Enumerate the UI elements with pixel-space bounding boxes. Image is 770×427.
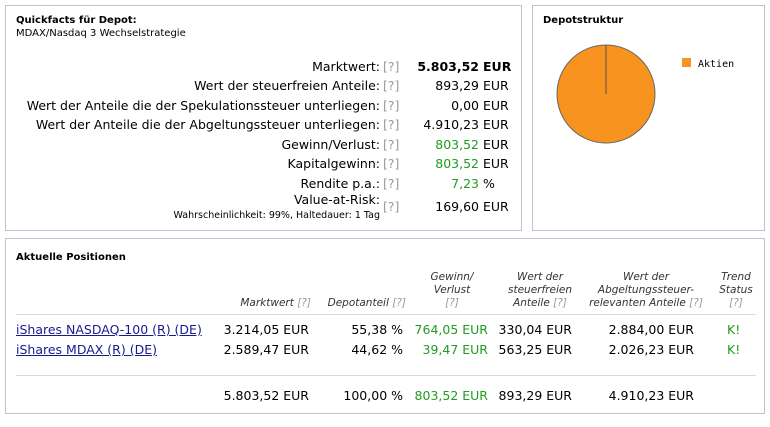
quickfact-row: Wert der Anteile die der Abgeltungssteue…: [6, 117, 523, 137]
positions-panel: Aktuelle Positionen Marktwert [?] Depota…: [5, 238, 765, 414]
portfolio-pie-chart: Aktien: [556, 44, 734, 144]
depotstruktur-panel: Depotstruktur Aktien: [532, 5, 765, 231]
quickfact-label: Value-at-Risk: Wahrscheinlichkeit: 99%, H…: [173, 192, 381, 222]
quickfact-sublabel: Wahrscheinlichkeit: 99%, Haltedauer: 1 T…: [173, 210, 381, 221]
row-abgeltung: 2.884,00 EUR: [608, 322, 694, 337]
legend-swatch-aktien: [682, 58, 691, 67]
help-icon[interactable]: [?]: [383, 98, 400, 113]
header-gewinn-verlust: Gewinn/ Verlust [?]: [430, 271, 474, 309]
quickfact-value: 5.803,52: [417, 59, 479, 74]
quickfact-unit: EUR: [483, 199, 509, 214]
total-depotanteil: 100,00 %: [343, 388, 403, 403]
quickfact-row: Value-at-Risk: Wahrscheinlichkeit: 99%, H…: [6, 193, 523, 222]
quickfact-label: Wert der Anteile die der Spekulationsste…: [26, 98, 380, 113]
total-abgeltung: 4.910,23 EUR: [608, 388, 694, 403]
legend-label-aktien: Aktien: [698, 59, 734, 70]
row-gewinn: 39,47 EUR: [422, 342, 489, 357]
quickfact-unit: EUR: [483, 137, 509, 152]
help-icon[interactable]: [?]: [383, 137, 400, 152]
quickfact-value: 169,60: [435, 199, 479, 214]
row-trend-status: K!: [727, 322, 741, 337]
quickfact-row: Wert der Anteile die der Spekulationsste…: [6, 98, 523, 118]
help-icon[interactable]: [?]: [383, 117, 400, 132]
header-marktwert: Marktwert [?]: [240, 297, 311, 309]
quickfact-value: 7,23: [451, 176, 479, 191]
quickfact-row: Marktwert: [?] 5.803,52 EUR: [6, 59, 523, 79]
quickfact-unit: EUR: [483, 78, 509, 93]
header-trend-status: Trend Status [?]: [719, 271, 753, 309]
help-icon[interactable]: [?]: [383, 199, 400, 214]
totals-divider: [16, 375, 756, 376]
help-icon[interactable]: [?]: [383, 78, 400, 93]
header-divider: [16, 314, 756, 315]
total-gewinn: 803,52 EUR: [414, 388, 488, 403]
row-steuerfrei: 330,04 EUR: [498, 322, 572, 337]
help-icon[interactable]: [?]: [383, 156, 400, 171]
quickfacts-subtitle: MDAX/Nasdaq 3 Wechselstrategie: [16, 28, 186, 39]
quickfact-row: Gewinn/Verlust: [?] 803,52 EUR: [6, 137, 523, 157]
position-link-mdax[interactable]: iShares MDAX (R) (DE): [16, 342, 157, 357]
positions-title: Aktuelle Positionen: [16, 252, 126, 263]
quickfact-value: 893,29: [435, 78, 479, 93]
quickfact-row: Kapitalgewinn: [?] 803,52 EUR: [6, 156, 523, 176]
help-icon[interactable]: [?]: [383, 176, 400, 191]
quickfact-label: Kapitalgewinn:: [287, 156, 380, 171]
quickfact-label: Marktwert:: [312, 59, 380, 74]
total-marktwert: 5.803,52 EUR: [223, 388, 309, 403]
total-steuerfrei: 893,29 EUR: [498, 388, 572, 403]
row-marktwert: 3.214,05 EUR: [223, 322, 309, 337]
quickfact-unit: %: [483, 176, 495, 191]
quickfact-value: 4.910,23: [423, 117, 479, 132]
row-depotanteil: 44,62 %: [351, 342, 403, 357]
row-gewinn: 764,05 EUR: [414, 322, 488, 337]
quickfact-unit: EUR: [483, 117, 509, 132]
quickfact-unit: EUR: [483, 156, 509, 171]
depotstruktur-title: Depotstruktur: [543, 15, 624, 26]
quickfact-label: Wert der Anteile die der Abgeltungssteue…: [35, 117, 380, 132]
row-marktwert: 2.589,47 EUR: [223, 342, 309, 357]
quickfact-unit: EUR: [483, 59, 512, 74]
quickfact-value: 803,52: [435, 137, 479, 152]
quickfact-unit: EUR: [483, 98, 509, 113]
header-depotanteil: Depotanteil [?]: [327, 297, 406, 309]
position-link-nasdaq[interactable]: iShares NASDAQ-100 (R) (DE): [16, 322, 202, 337]
row-depotanteil: 55,38 %: [351, 322, 403, 337]
quickfacts-panel: Quickfacts für Depot: MDAX/Nasdaq 3 Wech…: [5, 5, 522, 231]
header-steuerfrei: Wert der steuerfreien Anteile [?]: [508, 271, 572, 309]
header-abgeltung: Wert der Abgeltungssteuer- relevanten An…: [589, 271, 703, 309]
row-trend-status: K!: [727, 342, 741, 357]
row-steuerfrei: 563,25 EUR: [498, 342, 572, 357]
quickfact-label: Rendite p.a.:: [300, 176, 380, 191]
row-abgeltung: 2.026,23 EUR: [608, 342, 694, 357]
quickfact-row: Rendite p.a.: [?] 7,23%: [6, 176, 523, 196]
quickfact-label: Gewinn/Verlust:: [281, 137, 380, 152]
help-icon[interactable]: [?]: [383, 59, 400, 74]
quickfact-label: Wert der steuerfreien Anteile:: [194, 78, 380, 93]
quickfacts-title: Quickfacts für Depot:: [16, 15, 137, 26]
quickfact-value: 803,52: [435, 156, 479, 171]
quickfact-value: 0,00: [451, 98, 479, 113]
quickfact-row: Wert der steuerfreien Anteile: [?] 893,29 E…: [6, 78, 523, 98]
